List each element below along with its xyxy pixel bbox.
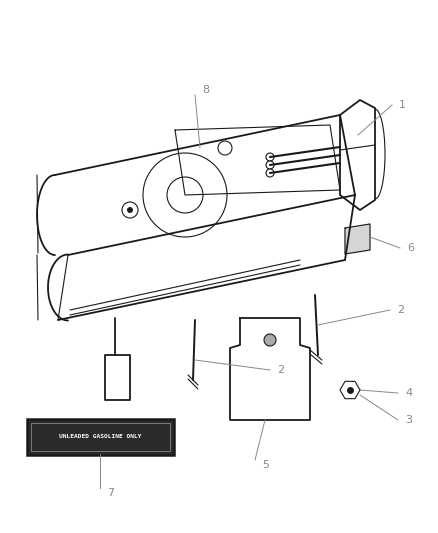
Circle shape xyxy=(264,334,276,346)
Circle shape xyxy=(266,153,274,161)
Text: 2: 2 xyxy=(277,365,284,375)
Text: 4: 4 xyxy=(405,388,412,398)
FancyBboxPatch shape xyxy=(27,419,174,455)
Text: 5: 5 xyxy=(262,460,269,470)
Circle shape xyxy=(127,207,133,213)
Circle shape xyxy=(266,169,274,177)
Text: 3: 3 xyxy=(405,415,412,425)
Text: 6: 6 xyxy=(407,243,414,253)
Text: 2: 2 xyxy=(397,305,404,315)
Circle shape xyxy=(266,161,274,169)
Text: 7: 7 xyxy=(107,488,114,498)
Text: 1: 1 xyxy=(399,100,406,110)
Text: UNLEADED GASOLINE ONLY: UNLEADED GASOLINE ONLY xyxy=(59,434,142,440)
Text: 8: 8 xyxy=(202,85,209,95)
Polygon shape xyxy=(345,224,370,254)
